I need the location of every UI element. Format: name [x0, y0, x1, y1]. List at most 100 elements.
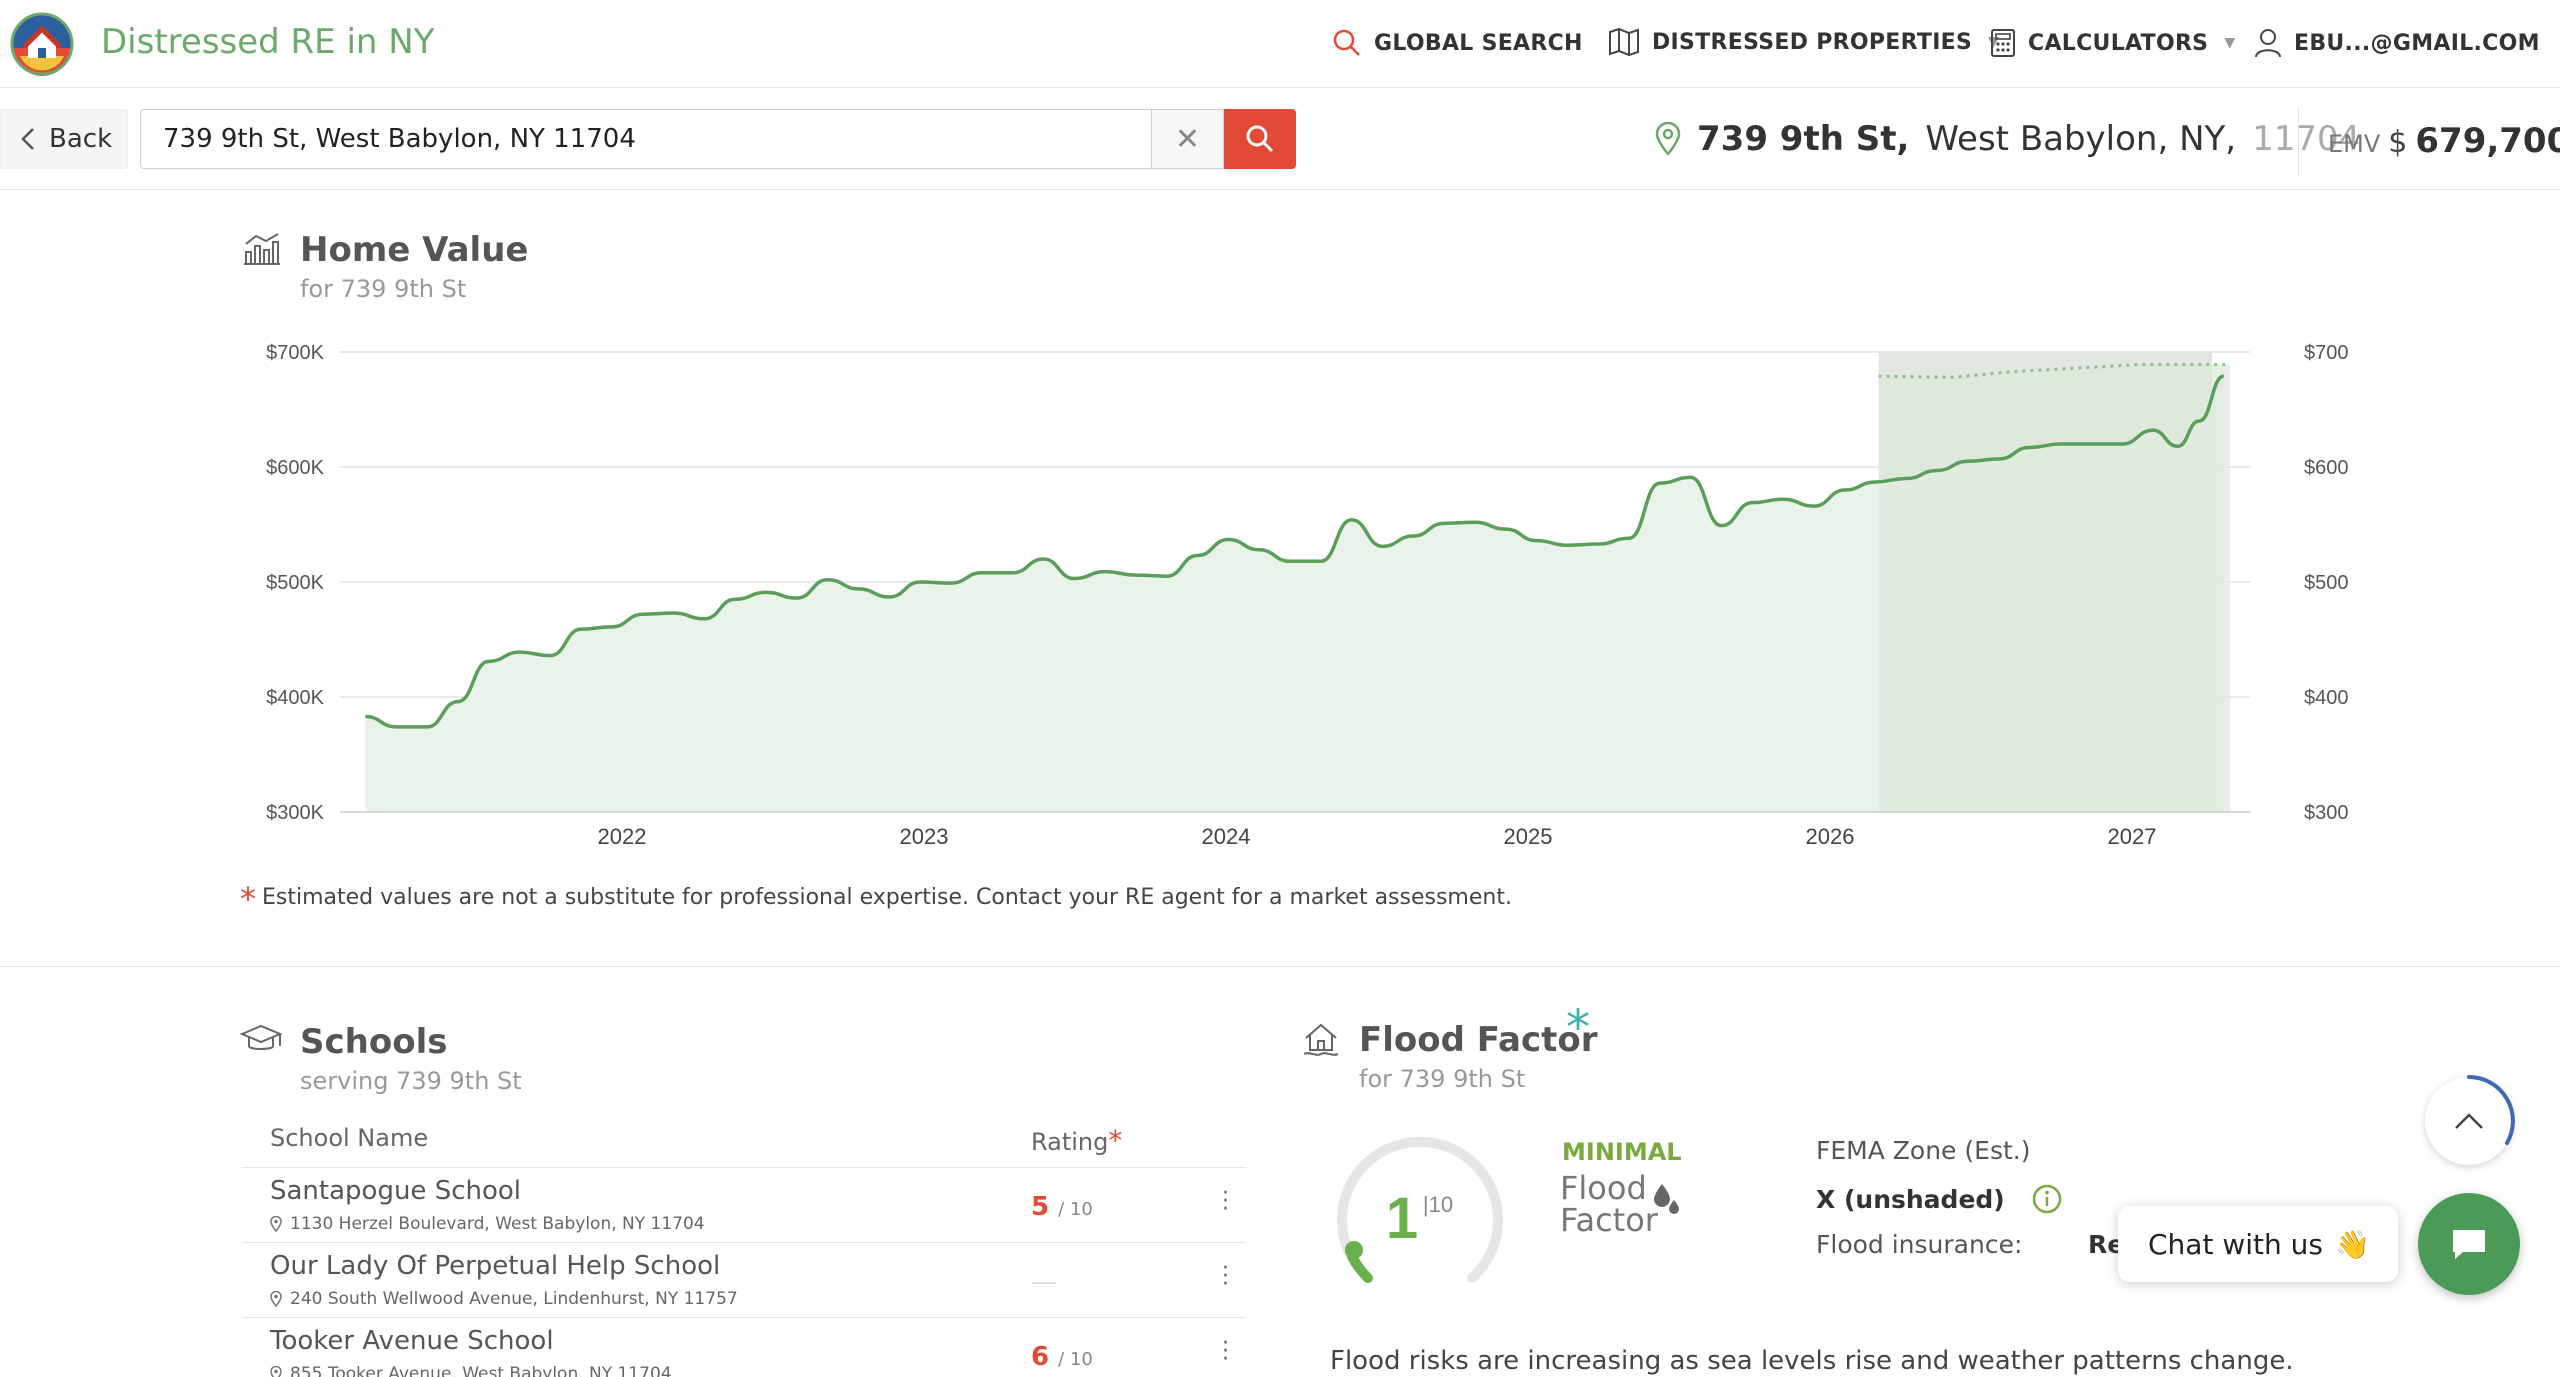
chat-prompt-bubble[interactable]: Chat with us 👋: [2118, 1206, 2398, 1282]
scroll-progress-ring: [2467, 1075, 2515, 1145]
home-value-chart: $700K $700K $600K $600K $500K $500K $400K $400K…: [266, 342, 2350, 849]
table-row[interactable]: Our Lady Of Perpetual Help School 240 So…: [242, 1243, 1246, 1318]
fema-zone-value: X (unshaded): [1816, 1183, 2063, 1215]
property-zip: 11704: [2252, 119, 2361, 159]
more-options-icon[interactable]: · · ·: [1222, 1256, 1229, 1297]
nav-distressed-properties-label: DISTRESSED PROPERTIES: [1652, 29, 1973, 55]
nav-calculators[interactable]: CALCULATORS ▼: [1990, 28, 2235, 58]
search-row: Back ✕ 739 9th St, West Babylon, NY, 117…: [0, 89, 2560, 190]
flood-description: Flood risks are increasing as sea levels…: [1330, 1346, 2294, 1376]
address-search-input[interactable]: [140, 109, 1152, 169]
chat-icon: [2453, 1230, 2485, 1259]
search-icon: [1333, 29, 1360, 56]
map-icon: [1609, 28, 1639, 56]
back-button[interactable]: Back: [0, 109, 128, 169]
rating-asterisk: *: [1108, 1124, 1123, 1157]
school-address: 855 Tooker Avenue, West Babylon, NY 1170…: [270, 1364, 672, 1377]
forecast-area: [1878, 364, 2230, 812]
col-rating: Rating*: [1031, 1124, 1123, 1157]
y-tick-label: $400K: [266, 687, 324, 709]
chart-icon: [244, 233, 280, 265]
y-tick-label: $700K: [266, 342, 324, 364]
header-divider: [2298, 107, 2299, 177]
nav-global-search[interactable]: GLOBAL SEARCH: [1332, 28, 1583, 58]
y-tick-label-right: $700K: [2304, 342, 2350, 364]
school-name[interactable]: Tooker Avenue School: [270, 1326, 554, 1356]
y-tick-label: $300K: [266, 802, 324, 824]
flood-house-icon: [1303, 1023, 1339, 1056]
school-name[interactable]: Our Lady Of Perpetual Help School: [270, 1251, 721, 1281]
x-tick-label: 2023: [900, 824, 949, 849]
top-navigation: Distressed RE in NY GLOBAL SEARCH DISTRE…: [0, 0, 2560, 88]
graduation-cap-icon: [240, 1024, 282, 1050]
y-tick-label-right: $300K: [2304, 802, 2350, 824]
property-address: 739 9th St, West Babylon, NY, 11704: [1655, 119, 2360, 159]
home-value-subtitle: for 739 9th St: [300, 275, 467, 303]
map-pin-icon: [270, 1291, 282, 1307]
chat-launcher-button[interactable]: [2418, 1193, 2520, 1295]
flood-score: 1: [1386, 1186, 1418, 1251]
emv-currency: $: [2388, 125, 2408, 160]
chevron-left-icon: [21, 128, 34, 150]
chat-prompt-label: Chat with us: [2148, 1227, 2323, 1261]
clear-search-button[interactable]: ✕: [1152, 109, 1224, 169]
flood-brand-line1: Flood: [1560, 1169, 1647, 1207]
schools-title: Schools: [300, 1022, 448, 1062]
series-area: [365, 376, 2224, 812]
school-rating: 5 / 10: [1031, 1192, 1093, 1222]
nav-account[interactable]: EBU...@GMAIL.COM: [2254, 28, 2540, 58]
x-tick-label: 2022: [598, 824, 647, 849]
school-name[interactable]: Santapogue School: [270, 1176, 522, 1206]
more-options-icon[interactable]: · · ·: [1222, 1331, 1229, 1372]
y-tick-label-right: $500K: [2304, 572, 2350, 594]
flood-factor-asterisk[interactable]: *: [1566, 1000, 1590, 1056]
more-options-icon[interactable]: · · ·: [1222, 1181, 1229, 1222]
scroll-to-top-button[interactable]: [2425, 1077, 2513, 1165]
calculator-icon: [1991, 29, 2015, 57]
emv-value-display: EMV $ 679,700: [2328, 121, 2560, 161]
back-button-label: Back: [49, 124, 113, 154]
chevron-down-icon: ▼: [2224, 35, 2236, 51]
flood-factor-brand: Flood Factor: [1560, 1172, 1658, 1236]
chevron-down-icon: ▼: [1988, 34, 2000, 50]
search-submit-button[interactable]: [1224, 109, 1296, 169]
y-tick-label-right: $600K: [2304, 457, 2350, 479]
y-tick-label: $500K: [266, 572, 324, 594]
table-row[interactable]: Santapogue School 1130 Herzel Boulevard,…: [242, 1168, 1246, 1243]
chevron-up-icon: [2455, 1113, 2483, 1129]
schools-table-header: School Name Rating*: [242, 1112, 1246, 1168]
school-rating: —: [1031, 1267, 1057, 1297]
schools-subtitle: serving 739 9th St: [300, 1067, 522, 1095]
emv-amount: 679,700: [2415, 121, 2560, 161]
home-value-disclaimer: * Estimated values are not a substitute f…: [240, 880, 1512, 918]
search-icon: [1246, 125, 1274, 153]
x-tick-label: 2024: [1202, 824, 1251, 849]
y-tick-label: $600K: [266, 457, 324, 479]
flood-insurance-label: Flood insurance:: [1816, 1230, 2023, 1259]
series-line: [365, 374, 2225, 729]
flood-factor-subtitle: for 739 9th St: [1359, 1065, 1526, 1093]
nav-account-label: EBU...@GMAIL.COM: [2294, 30, 2540, 56]
nav-distressed-properties[interactable]: DISTRESSED PROPERTIES ▼: [1608, 28, 1999, 56]
flood-score-gauge: 1 |10: [1337, 1136, 1503, 1283]
table-row[interactable]: Tooker Avenue School 855 Tooker Avenue, …: [242, 1318, 1246, 1377]
emv-label: EMV: [2328, 130, 2381, 158]
x-tick-label: 2025: [1504, 824, 1553, 849]
fema-zone-label: FEMA Zone (Est.): [1816, 1136, 2031, 1165]
school-address: 1130 Herzel Boulevard, West Babylon, NY …: [270, 1214, 705, 1234]
nav-global-search-label: GLOBAL SEARCH: [1374, 30, 1583, 56]
map-pin-icon: [270, 1216, 282, 1232]
disclaimer-asterisk: *: [240, 880, 256, 918]
brand-name[interactable]: Distressed RE in NY: [101, 22, 435, 62]
y-tick-label-right: $400K: [2304, 687, 2350, 709]
water-drop-icon: [1654, 1184, 1679, 1214]
x-tick-label: 2026: [1806, 824, 1855, 849]
brand-logo[interactable]: [10, 12, 74, 76]
info-icon[interactable]: [2031, 1183, 2063, 1215]
home-value-title: Home Value: [300, 230, 529, 270]
disclaimer-text: Estimated values are not a substitute fo…: [262, 885, 1512, 910]
property-city-state: West Babylon, NY,: [1925, 119, 2237, 159]
flood-score-max: |10: [1423, 1192, 1453, 1217]
school-rating: 6 / 10: [1031, 1342, 1093, 1372]
section-divider: [0, 966, 2560, 967]
